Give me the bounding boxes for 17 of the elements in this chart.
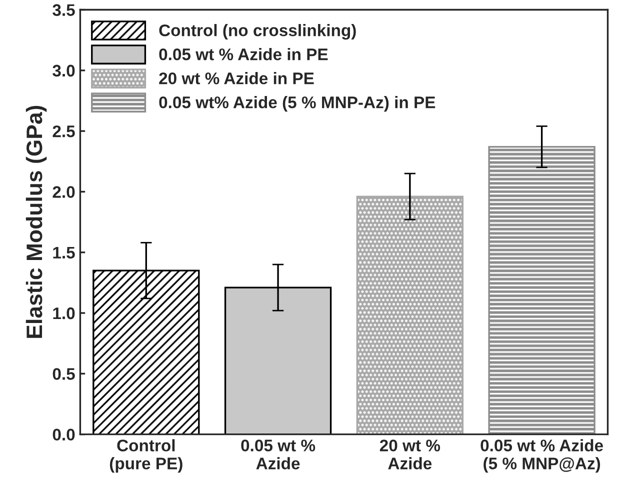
y-tick-label: 0.5	[52, 368, 75, 380]
x-tick-label: 0.05 wt % Azide (5 % MNP@Az)	[480, 439, 603, 473]
y-tick-label: 0.0	[52, 428, 75, 441]
y-tick-label: 3.5	[52, 4, 75, 16]
y-tick-label: 1.0	[53, 307, 75, 320]
legend-label: 0.05 wt % Azide in PE	[159, 48, 328, 60]
y-tick-label: 1.5	[53, 246, 75, 259]
y-axis-title: Elastic Modulus (GPa)	[26, 106, 47, 338]
y-tick-label: 3.0	[52, 64, 75, 77]
y-tick-label: 2.5	[52, 125, 75, 138]
y-tick-label: 2.0	[52, 186, 75, 198]
x-tick-label: 0.05 wt % Azide	[241, 440, 316, 470]
x-tick-label: Control (pure PE)	[110, 439, 182, 473]
legend-label: 20 wt % Azide in PE	[159, 72, 314, 84]
legend-label: 0.05 wt% Azide (5 % MNP-Az) in PE	[159, 96, 436, 112]
x-tick-label: 20 wt % Azide	[380, 440, 440, 470]
legend-label: Control (no crosslinking)	[159, 24, 356, 40]
